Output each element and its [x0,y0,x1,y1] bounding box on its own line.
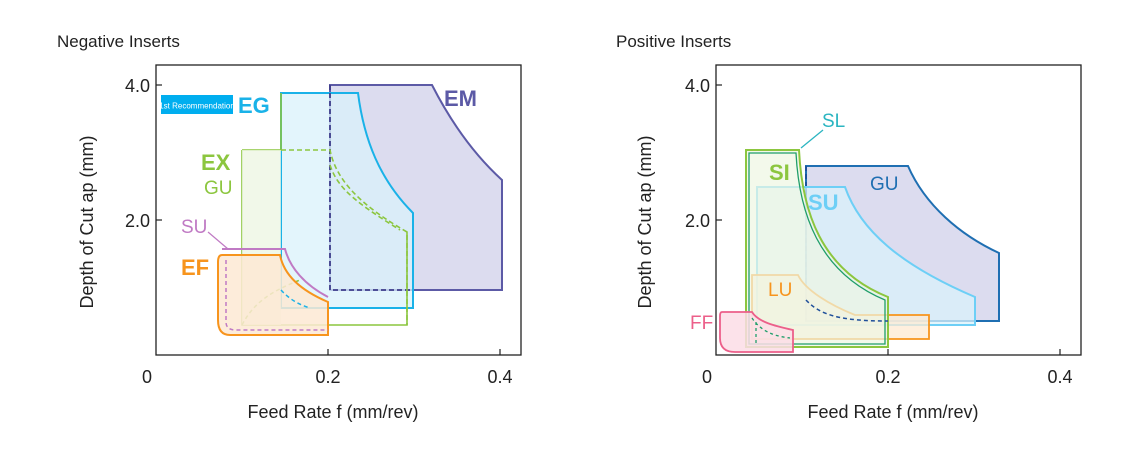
label-su: SU [808,190,839,215]
label-gu: GU [204,178,233,199]
x-axis-label: Feed Rate f (mm/rev) [247,402,418,422]
region-ex-dashed [281,149,408,325]
y-tick-label: 2.0 [685,211,710,231]
label-su: SU [181,217,207,238]
region-gu-dashed-low [805,299,889,322]
y-tick-label: 2.0 [125,211,150,231]
label-ff: FF [690,313,713,334]
region-ff-dashed [751,317,791,345]
region-gu-dashed [329,164,401,231]
x-tick-label: 0.2 [875,367,900,387]
x-tick-label: 0.4 [1047,367,1072,387]
region-eg [280,92,414,309]
region-si [745,149,889,348]
label-ex: EX [201,150,231,175]
label-lu: LU [768,280,792,301]
negative-inserts-chart: Negative Inserts 1st Recommendation EG E… [57,32,522,422]
x-tick-label: 0.2 [315,367,340,387]
region-su-callout [207,231,229,250]
y-axis-label: Depth of Cut ap (mm) [77,135,97,308]
plot-frame [155,64,522,356]
label-si: SI [769,160,790,185]
region-si-inner [748,152,886,345]
region-sl-callout [800,129,824,149]
label-sl: SL [822,111,845,132]
label-ef: EF [181,255,209,280]
label-em: EM [444,86,477,111]
x-tick-label: 0 [142,367,152,387]
x-tick-label: 0 [702,367,712,387]
region-eg-dashed [329,93,413,291]
y-tick-label: 4.0 [125,76,150,96]
region-su [222,248,329,298]
plot-frame [715,64,1082,356]
recommendation-badge [161,95,233,114]
x-tick-label: 0.4 [487,367,512,387]
positive-inserts-chart: Positive Inserts SL SI GU SU LU FF 4.0 2… [616,32,1082,422]
y-axis-label: Depth of Cut ap (mm) [635,135,655,308]
label-gu: GU [870,174,899,195]
chart-title: Negative Inserts [57,32,180,51]
recommendation-badge-text: 1st Recommendation [159,102,235,111]
region-eg-dashed-low [280,289,311,309]
region-ff [719,311,794,353]
chart-title: Positive Inserts [616,32,731,51]
x-axis-label: Feed Rate f (mm/rev) [807,402,978,422]
label-eg: EG [238,93,270,118]
region-ef [217,254,329,336]
y-tick-label: 4.0 [685,76,710,96]
